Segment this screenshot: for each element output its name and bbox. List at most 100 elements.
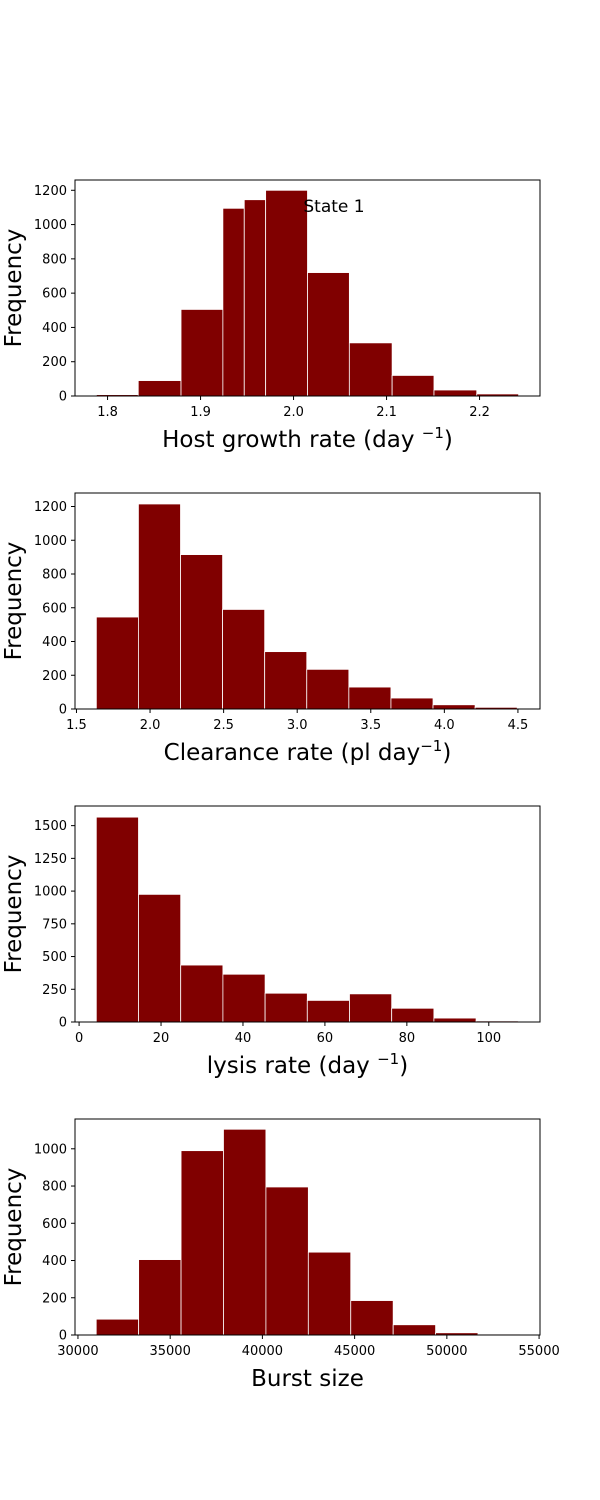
histogram-bar — [433, 389, 478, 397]
histogram-bar — [432, 704, 476, 710]
histogram-bar — [180, 964, 224, 1023]
histogram-bar — [348, 686, 392, 710]
y-tick-label: 800 — [42, 568, 67, 583]
histogram-bar — [390, 697, 434, 710]
y-tick-label: 1250 — [34, 852, 67, 867]
histogram-bar — [138, 1259, 182, 1336]
y-tick-label: 1000 — [34, 885, 67, 900]
axes-frame — [74, 492, 541, 710]
histogram-bar — [350, 1300, 394, 1336]
axes-frame — [74, 805, 541, 1023]
x-tick-label: 2.0 — [283, 405, 304, 420]
histogram-bar — [348, 342, 393, 397]
x-tick-label: 1.9 — [190, 405, 211, 420]
y-tick-label: 0 — [59, 1329, 67, 1344]
x-tick-label: 2.1 — [376, 405, 397, 420]
histogram-bar — [264, 992, 308, 1023]
y-tick-label: 800 — [42, 1180, 67, 1195]
y-tick-label: 1000 — [34, 534, 67, 549]
y-axis-label: Frequency — [1, 229, 27, 348]
x-tick-label: 1.5 — [66, 718, 87, 733]
x-tick-label: 60 — [317, 1031, 334, 1046]
x-axis-label: Host growth rate (day −1) — [162, 424, 453, 453]
histogram-bar — [306, 668, 350, 710]
y-tick-label: 0 — [59, 390, 67, 405]
x-axis-label: Burst size — [251, 1366, 364, 1392]
histogram-bar — [223, 1128, 267, 1336]
x-tick-label: 3.0 — [287, 718, 308, 733]
y-tick-label: 1500 — [34, 819, 67, 834]
x-tick-label: 30000 — [57, 1344, 98, 1359]
histogram-bar — [264, 651, 308, 710]
x-tick-label: 4.0 — [434, 718, 455, 733]
y-tick-label: 200 — [42, 1291, 67, 1306]
x-tick-label: 50000 — [426, 1344, 467, 1359]
histogram-bar — [306, 1000, 350, 1023]
histogram-bar — [222, 207, 245, 397]
x-tick-label: 2.0 — [140, 718, 161, 733]
y-tick-label: 600 — [42, 601, 67, 616]
chart-annotation: State 1 — [303, 197, 364, 217]
chart-panel-3: 0 20 40 60 80 1000250500750100012501500lysis … — [1, 805, 541, 1079]
y-tick-label: 1200 — [34, 500, 67, 515]
x-tick-label: 40000 — [242, 1344, 283, 1359]
y-tick-label: 0 — [59, 1016, 67, 1031]
x-tick-label: 2.2 — [469, 405, 490, 420]
y-tick-label: 200 — [42, 669, 67, 684]
histogram-bar — [433, 1017, 477, 1023]
y-tick-label: 1200 — [34, 184, 67, 199]
x-tick-label: 20 — [153, 1031, 170, 1046]
y-tick-label: 0 — [59, 703, 67, 718]
y-tick-label: 400 — [42, 635, 67, 650]
x-tick-label: 100 — [476, 1031, 501, 1046]
chart-panel-4: 30000 35000 40000 45000 50000 55000 0 200 400 600… — [1, 1118, 560, 1392]
x-tick-label: 0 — [75, 1031, 83, 1046]
x-tick-label: 80 — [399, 1031, 416, 1046]
x-tick-label: 55000 — [518, 1344, 559, 1359]
histogram-bar — [222, 973, 266, 1023]
y-tick-label: 600 — [42, 1217, 67, 1232]
y-axis-label: Frequency — [1, 1168, 27, 1287]
histogram-bar — [180, 309, 224, 397]
histogram-bar — [180, 1150, 224, 1336]
chart-panel-1: 1.8 1.9 2.0 2.1 2.2 0 200 400 600 800 1000 1200 Host… — [1, 179, 541, 453]
y-tick-label: 750 — [42, 917, 67, 932]
y-tick-label: 400 — [42, 1254, 67, 1269]
y-tick-label: 250 — [42, 983, 67, 998]
y-tick-label: 500 — [42, 950, 67, 965]
axes-frame — [74, 179, 541, 397]
histogram-bar — [138, 503, 181, 710]
x-tick-label: 40 — [235, 1031, 252, 1046]
histogram-bar — [95, 616, 139, 710]
y-tick-label: 600 — [42, 287, 67, 302]
histogram-bar — [243, 199, 267, 397]
histogram-bar — [349, 993, 393, 1023]
histogram-bar — [222, 609, 266, 710]
y-axis-label: Frequency — [1, 855, 27, 974]
histogram-bar — [307, 272, 350, 397]
histogram-bar — [265, 189, 308, 397]
y-tick-label: 1000 — [34, 218, 67, 233]
x-tick-label: 4.5 — [508, 718, 529, 733]
y-tick-label: 800 — [42, 252, 67, 267]
x-tick-label: 45000 — [334, 1344, 375, 1359]
histogram-bar — [180, 554, 223, 710]
histogram-bar — [138, 893, 182, 1023]
y-axis-label: Frequency — [1, 542, 27, 661]
x-tick-label: 35000 — [149, 1344, 190, 1359]
histogram-bar — [391, 375, 435, 397]
x-tick-label: 1.8 — [97, 405, 118, 420]
histogram-bar — [95, 816, 139, 1023]
y-tick-label: 1000 — [34, 1142, 67, 1157]
chart-panel-2: 1.5 2.0 2.5 3.0 3.5 4.0 4.5 0 200 400 600 800 1000 12… — [1, 492, 541, 766]
histogram-bar — [95, 1318, 140, 1336]
x-axis-label: Clearance rate (pl day−1) — [164, 737, 452, 766]
histogram-bar — [392, 1324, 436, 1336]
x-tick-label: 3.5 — [360, 718, 381, 733]
histogram-bar — [137, 380, 182, 397]
histogram-bar — [307, 1251, 352, 1336]
y-tick-label: 200 — [42, 355, 67, 370]
histogram-bar — [391, 1007, 435, 1023]
x-tick-label: 2.5 — [213, 718, 234, 733]
